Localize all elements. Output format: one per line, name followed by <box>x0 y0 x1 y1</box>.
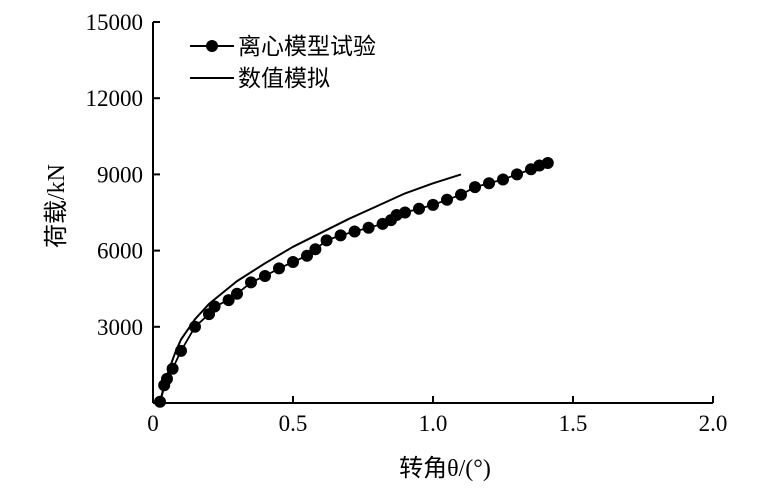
data-point <box>334 229 347 242</box>
x-tick-label: 1.5 <box>559 411 588 436</box>
data-point <box>413 202 425 215</box>
series-line-1 <box>159 173 462 404</box>
data-point <box>231 287 243 300</box>
data-point <box>259 270 271 282</box>
data-point <box>483 177 495 190</box>
y-tick-label: 6000 <box>97 239 143 264</box>
axes <box>152 22 713 404</box>
series <box>154 157 554 408</box>
data-point <box>273 262 285 275</box>
data-point <box>427 198 439 211</box>
legend-label-0: 离心模型试验 <box>238 34 376 60</box>
y-tick-label: 3000 <box>97 315 143 340</box>
y-tick-label: 12000 <box>86 86 144 111</box>
data-point <box>245 276 257 289</box>
x-tick-label: 2.0 <box>699 411 728 436</box>
data-point <box>541 157 554 169</box>
data-point <box>399 206 411 219</box>
legend-marker <box>206 40 218 52</box>
x-tick-label: 0 <box>147 411 159 436</box>
data-point <box>441 193 453 206</box>
data-point <box>309 243 322 256</box>
data-point <box>497 173 509 186</box>
data-point <box>348 225 361 238</box>
x-tick-label: 1.0 <box>419 411 448 436</box>
data-point <box>287 256 299 268</box>
x-tick-label: 0.5 <box>279 411 308 436</box>
x-axis-title: 转角θ/(°) <box>399 455 491 482</box>
data-point <box>455 188 467 201</box>
data-point <box>222 294 235 307</box>
data-point <box>511 168 523 181</box>
data-point <box>301 249 313 262</box>
data-point <box>469 181 481 194</box>
y-tick-label: 15000 <box>86 10 144 35</box>
series-line-0 <box>159 162 549 402</box>
ticks: 0 0.5 1.0 1.5 2.0 3000 6000 9000 12000 15000 <box>86 10 728 436</box>
data-point <box>362 221 375 234</box>
legend-label-1: 数值模拟 <box>238 66 330 92</box>
y-tick-label: 9000 <box>97 162 143 187</box>
data-point <box>320 234 333 247</box>
data-point <box>208 300 221 313</box>
y-axis-title: 荷载/kN <box>43 164 70 248</box>
